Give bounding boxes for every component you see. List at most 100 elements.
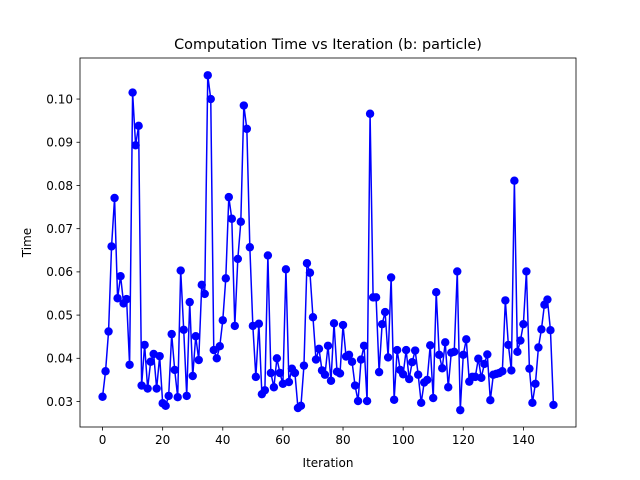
data-point bbox=[501, 296, 510, 305]
data-point bbox=[224, 192, 233, 202]
data-point bbox=[251, 372, 261, 382]
data-point bbox=[140, 340, 149, 350]
data-point bbox=[416, 398, 426, 407]
data-point bbox=[113, 294, 122, 303]
data-point bbox=[197, 280, 206, 290]
data-point bbox=[338, 320, 348, 330]
data-point bbox=[302, 259, 312, 268]
data-point bbox=[323, 341, 333, 350]
plot-area bbox=[80, 58, 576, 427]
data-point bbox=[110, 193, 119, 203]
data-point bbox=[227, 214, 237, 223]
data-point bbox=[401, 345, 411, 355]
plot-frame bbox=[79, 57, 577, 428]
data-point bbox=[462, 335, 471, 344]
data-point bbox=[194, 355, 203, 365]
x-tick-label: 40 bbox=[215, 433, 230, 447]
data-point bbox=[347, 357, 357, 366]
data-point bbox=[308, 313, 318, 322]
data-point bbox=[239, 101, 249, 110]
data-point bbox=[122, 294, 131, 304]
data-point bbox=[528, 398, 537, 407]
data-point bbox=[206, 94, 215, 104]
data-point bbox=[290, 368, 300, 378]
data-point bbox=[182, 391, 191, 401]
data-point bbox=[498, 367, 507, 376]
x-tick-label: 120 bbox=[452, 433, 475, 447]
y-axis-ticks: 0.03 0.04 0.05 0.06 0.07 0.08 0.09 0.10 bbox=[46, 92, 80, 409]
y-tick-label: 0.03 bbox=[46, 395, 73, 409]
data-point bbox=[164, 391, 173, 401]
data-point bbox=[356, 355, 366, 364]
data-point bbox=[486, 396, 495, 405]
data-point bbox=[230, 321, 240, 331]
data-point bbox=[429, 393, 438, 403]
data-point bbox=[155, 351, 164, 361]
data-point bbox=[98, 392, 107, 401]
data-point bbox=[218, 316, 227, 325]
data-point bbox=[161, 401, 170, 411]
data-point bbox=[516, 336, 525, 345]
data-point bbox=[329, 319, 339, 328]
y-tick-label: 0.05 bbox=[46, 308, 73, 322]
data-point bbox=[215, 342, 224, 351]
data-point bbox=[438, 364, 447, 373]
data-point bbox=[146, 357, 155, 366]
data-point bbox=[200, 289, 209, 299]
data-point bbox=[107, 242, 116, 251]
data-point bbox=[386, 273, 396, 282]
data-point bbox=[510, 176, 519, 185]
data-point bbox=[546, 326, 555, 335]
data-point bbox=[104, 327, 113, 336]
data-point bbox=[176, 266, 185, 275]
data-point bbox=[296, 401, 306, 411]
series-points bbox=[98, 71, 558, 415]
data-point bbox=[344, 350, 354, 360]
data-point bbox=[423, 375, 432, 385]
data-point bbox=[212, 354, 221, 363]
data-point bbox=[245, 243, 255, 252]
data-point bbox=[398, 370, 408, 379]
data-point bbox=[543, 295, 552, 304]
data-point bbox=[450, 347, 459, 357]
data-point bbox=[299, 361, 309, 370]
data-point bbox=[254, 319, 264, 328]
data-point bbox=[116, 272, 125, 281]
data-point bbox=[173, 392, 182, 402]
data-point bbox=[335, 369, 345, 378]
data-point bbox=[320, 370, 330, 379]
data-point bbox=[474, 354, 483, 363]
data-point bbox=[426, 341, 435, 350]
data-point bbox=[125, 360, 134, 369]
data-point bbox=[209, 345, 218, 355]
data-point bbox=[477, 373, 486, 382]
y-tick-label: 0.10 bbox=[46, 92, 73, 106]
y-tick-label: 0.08 bbox=[46, 179, 73, 193]
data-point bbox=[522, 267, 531, 276]
data-point bbox=[413, 370, 423, 379]
data-point bbox=[525, 364, 534, 373]
data-point bbox=[275, 368, 285, 378]
data-point bbox=[350, 381, 360, 390]
y-tick-label: 0.04 bbox=[46, 352, 73, 366]
data-point bbox=[281, 265, 291, 274]
data-point bbox=[365, 109, 375, 118]
data-point bbox=[531, 379, 540, 388]
chart-title: Computation Time vs Iteration (b: partic… bbox=[174, 37, 482, 53]
data-point bbox=[459, 350, 468, 360]
data-point bbox=[314, 344, 324, 353]
data-point bbox=[269, 383, 279, 392]
data-point bbox=[537, 325, 546, 334]
data-point bbox=[152, 384, 161, 393]
data-point bbox=[380, 307, 390, 317]
data-point bbox=[167, 329, 176, 339]
data-point bbox=[480, 359, 489, 369]
x-tick-label: 80 bbox=[335, 433, 350, 447]
data-point bbox=[185, 297, 194, 307]
data-point bbox=[504, 340, 513, 350]
data-point bbox=[374, 367, 384, 377]
data-point bbox=[410, 346, 420, 355]
data-point bbox=[483, 350, 492, 359]
data-point bbox=[170, 365, 179, 375]
